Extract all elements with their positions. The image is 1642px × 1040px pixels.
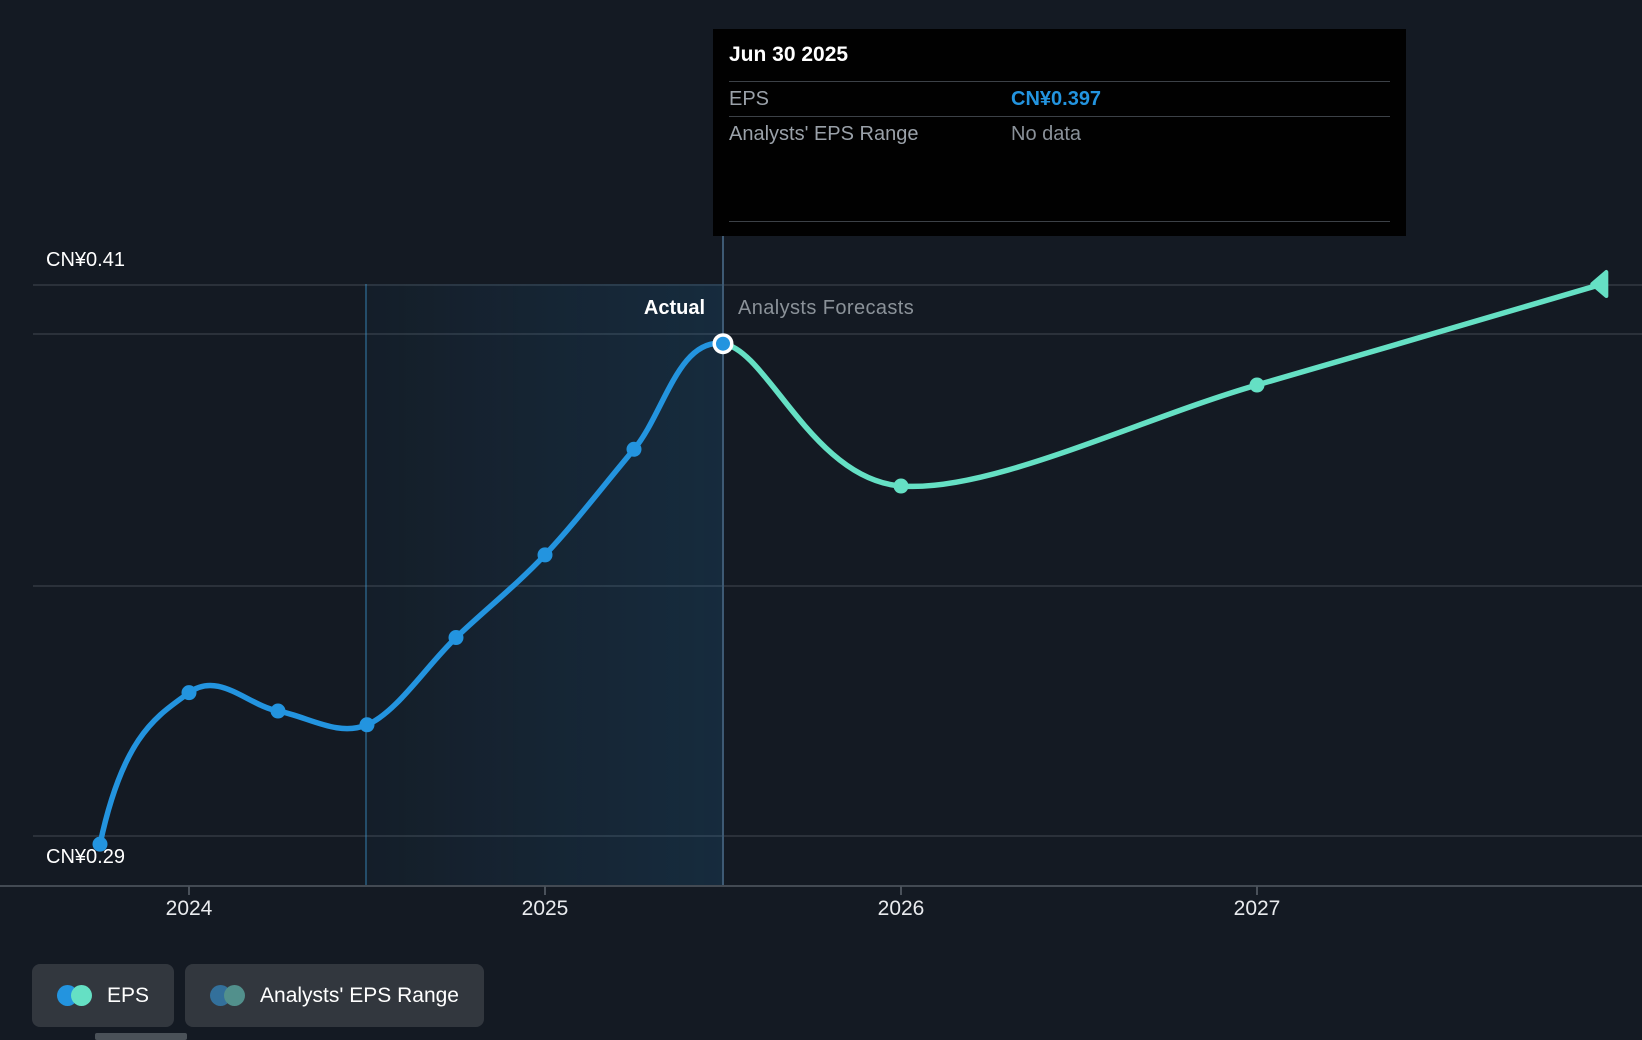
tooltip-divider	[729, 221, 1390, 222]
x-axis-line	[0, 885, 1642, 887]
eps-forecast-dot-icon	[71, 985, 92, 1006]
legend-range-label: Analysts' EPS Range	[260, 983, 459, 1007]
horizontal-scrollbar-thumb[interactable]	[95, 1033, 187, 1040]
legend: EPS Analysts' EPS Range	[32, 964, 484, 1027]
x-tick	[544, 886, 546, 895]
tooltip-row-range: Analysts' EPS Range No data	[729, 117, 1390, 151]
range-high-dot-icon	[224, 985, 246, 1006]
tooltip-spacer	[729, 151, 1390, 221]
x-axis-label: 2026	[877, 897, 925, 920]
eps-series-icon	[57, 985, 92, 1006]
y-axis-label-bottom: CN¥0.29	[46, 846, 125, 868]
tooltip-eps-value: CN¥0.397	[1011, 87, 1102, 110]
tooltip-range-value: No data	[1011, 122, 1082, 145]
x-tick	[900, 886, 902, 895]
gridline-middle	[33, 585, 1642, 587]
gridline-bottom	[33, 835, 1642, 837]
gridline-band	[33, 333, 1642, 335]
data-point	[270, 703, 286, 719]
x-axis-label: 2025	[521, 897, 569, 920]
data-point	[181, 685, 197, 701]
eps-range-series-icon	[210, 985, 246, 1006]
x-axis-label: 2024	[165, 897, 213, 920]
tooltip-divider	[729, 81, 1390, 82]
actual-highlight-region	[365, 284, 723, 885]
data-point	[1249, 377, 1265, 393]
tooltip-divider	[729, 116, 1390, 117]
forecast-label: Analysts Forecasts	[738, 297, 915, 319]
tooltip-range-label: Analysts' EPS Range	[729, 122, 919, 145]
legend-item-eps[interactable]: EPS	[32, 964, 175, 1027]
tooltip-eps-label: EPS	[729, 87, 770, 110]
x-tick	[188, 886, 190, 895]
tooltip-row-eps: EPS CN¥0.397	[729, 82, 1390, 116]
tooltip: Jun 30 2025 EPS CN¥0.397 Analysts' EPS R…	[713, 29, 1406, 236]
actual-forecast-divider-line	[722, 236, 724, 885]
x-axis-label: 2027	[1233, 897, 1281, 920]
legend-eps-label: EPS	[107, 983, 150, 1007]
y-axis-label-top: CN¥0.41	[46, 249, 125, 271]
x-tick	[1256, 886, 1258, 895]
legend-item-analysts-eps-range[interactable]: Analysts' EPS Range	[185, 964, 484, 1027]
tooltip-date: Jun 30 2025	[729, 43, 849, 66]
actual-label: Actual	[643, 297, 705, 319]
data-point	[893, 478, 909, 494]
